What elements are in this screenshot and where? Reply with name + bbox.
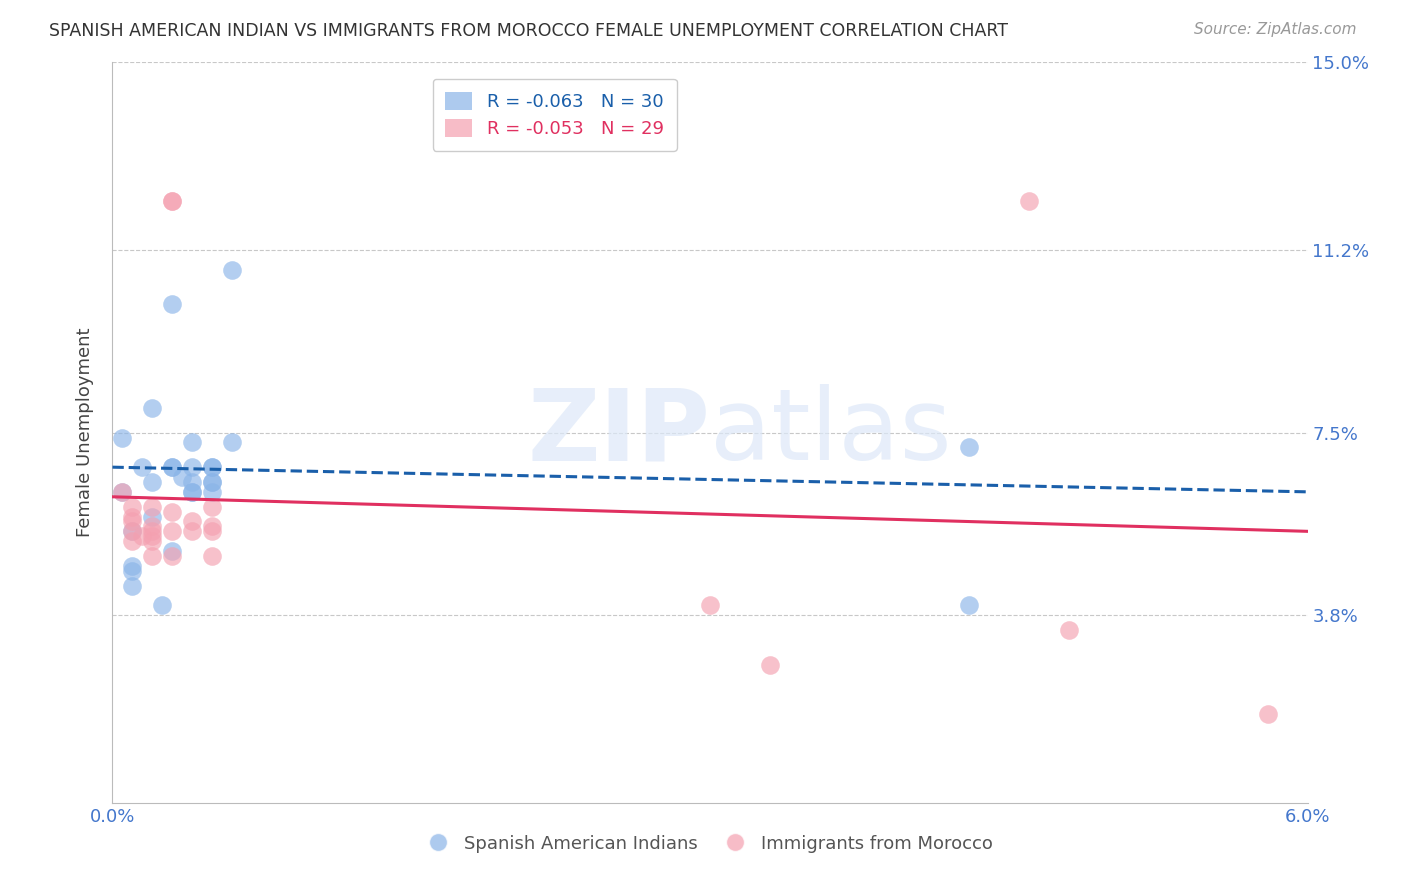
Point [201, 484, 224, 499]
Text: SPANISH AMERICAN INDIAN VS IMMIGRANTS FROM MOROCCO FEMALE UNEMPLOYMENT CORRELATI: SPANISH AMERICAN INDIAN VS IMMIGRANTS FR… [49, 22, 1008, 40]
Point [201, 460, 224, 475]
Point [162, 505, 183, 519]
Point [121, 534, 143, 549]
Point [111, 431, 134, 445]
Point [201, 460, 224, 475]
Point [150, 599, 173, 613]
Point [121, 500, 143, 514]
Point [141, 401, 163, 415]
Point [172, 470, 194, 484]
Text: atlas: atlas [710, 384, 952, 481]
Point [121, 515, 143, 529]
Point [162, 460, 183, 475]
Point [121, 579, 143, 593]
Point [201, 519, 224, 533]
Y-axis label: Female Unemployment: Female Unemployment [76, 328, 94, 537]
Point [759, 657, 782, 672]
Point [221, 435, 243, 450]
Point [121, 524, 143, 539]
Point [121, 564, 143, 578]
Point [181, 484, 204, 499]
Point [201, 500, 224, 514]
Point [131, 529, 153, 543]
Point [957, 441, 980, 455]
Point [141, 509, 163, 524]
Point [162, 524, 183, 539]
Point [181, 524, 204, 539]
Point [141, 529, 163, 543]
Point [221, 262, 243, 277]
Point [181, 435, 204, 450]
Point [699, 599, 721, 613]
Point [201, 475, 224, 489]
Point [181, 475, 204, 489]
Point [162, 544, 183, 558]
Point [111, 484, 134, 499]
Point [1057, 623, 1080, 637]
Point [162, 194, 183, 208]
Point [181, 460, 204, 475]
Point [957, 599, 980, 613]
Point [1257, 706, 1279, 721]
Point [181, 484, 204, 499]
Point [121, 524, 143, 539]
Point [162, 460, 183, 475]
Point [141, 549, 163, 563]
Point [162, 297, 183, 311]
Legend: Spanish American Indians, Immigrants from Morocco: Spanish American Indians, Immigrants fro… [416, 823, 1004, 864]
Point [121, 509, 143, 524]
Point [201, 549, 224, 563]
Point [111, 484, 134, 499]
Point [141, 519, 163, 533]
Point [201, 475, 224, 489]
Point [201, 524, 224, 539]
Point [121, 558, 143, 573]
Point [181, 515, 204, 529]
Point [162, 194, 183, 208]
Point [162, 549, 183, 563]
Point [141, 534, 163, 549]
Text: ZIP: ZIP [527, 384, 710, 481]
Text: Source: ZipAtlas.com: Source: ZipAtlas.com [1194, 22, 1357, 37]
Point [1018, 194, 1040, 208]
Point [141, 500, 163, 514]
Point [141, 475, 163, 489]
Point [131, 460, 153, 475]
Point [141, 524, 163, 539]
